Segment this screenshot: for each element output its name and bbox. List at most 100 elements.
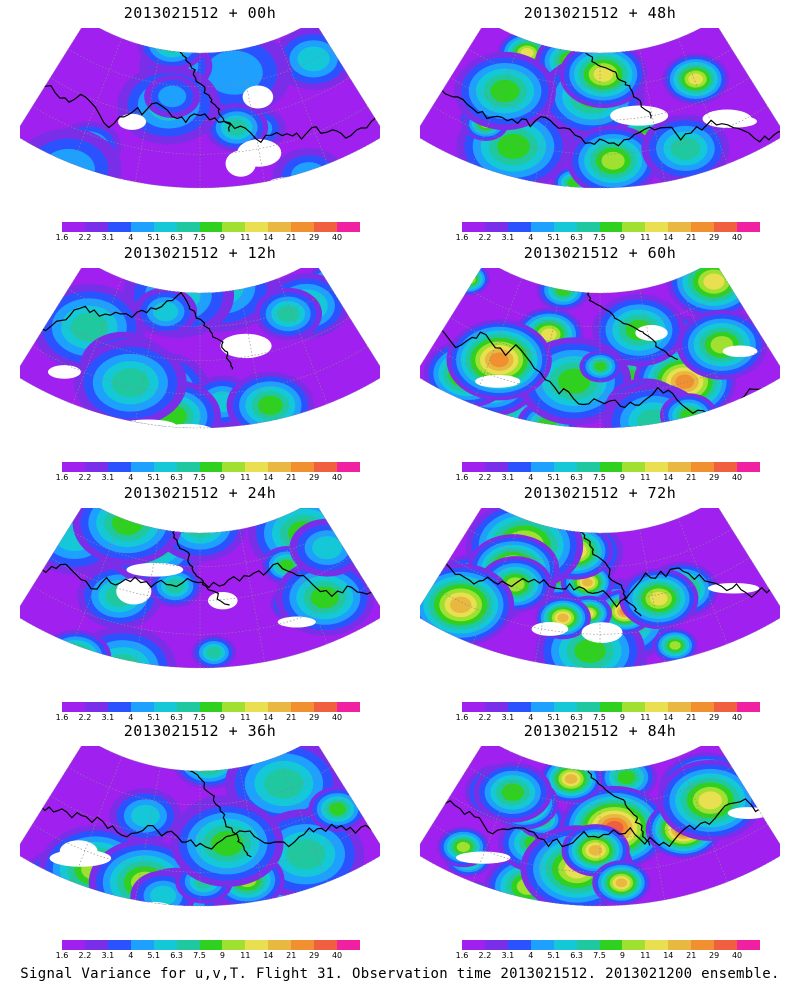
colorbar-swatch — [245, 702, 269, 712]
map-outline — [420, 746, 780, 907]
variance-map — [420, 28, 780, 189]
colorbar-labels: 1.6 2.2 3.1 4 5.1 6.3 7.5 9 11 14 21 29 40 — [56, 951, 360, 963]
map-outline — [420, 28, 780, 189]
colorbar-tick-label: 6.3 — [570, 713, 583, 722]
colorbar-tick-label: 14 — [263, 473, 274, 482]
panel-title: 2013021512 + 12h — [123, 244, 277, 262]
colorbar-swatch — [530, 702, 554, 712]
panel-title: 2013021512 + 84h — [523, 722, 677, 740]
panel-title: 2013021512 + 72h — [523, 484, 677, 502]
colorbar-tick-label: 5.1 — [147, 233, 161, 242]
colorbar-tick-label: 1.6 — [55, 951, 69, 960]
colorbar-labels: 1.6 2.2 3.1 4 5.1 6.3 7.5 9 11 14 21 29 40 — [56, 713, 360, 725]
colorbar-tick-label: 21 — [686, 713, 697, 722]
colorbar-swatch — [714, 702, 738, 712]
colorbar-swatch — [199, 222, 223, 232]
colorbar-tick-label: 11 — [240, 951, 251, 960]
colorbar-tick-label: 1.6 — [455, 473, 469, 482]
panel-title: 2013021512 + 60h — [523, 244, 677, 262]
colorbar-tick-label: 3.1 — [501, 713, 515, 722]
variance-field — [20, 508, 380, 668]
colorbar-swatch — [507, 940, 531, 950]
colorbar-swatch — [84, 222, 108, 232]
colorbar-swatch — [576, 222, 600, 232]
colorbar-tick-label: 2.2 — [78, 713, 92, 722]
colorbar-swatch — [484, 222, 508, 232]
colorbar-tick-label: 14 — [263, 951, 274, 960]
colorbar-swatch — [268, 940, 292, 950]
variance-map — [20, 746, 380, 907]
colorbar-tick-label: 9 — [219, 951, 225, 960]
colorbar-swatch — [645, 222, 669, 232]
variance-field — [420, 508, 780, 668]
colorbar-swatch — [530, 462, 554, 472]
colorbar-tick-label: 6.3 — [570, 233, 583, 242]
colorbar-labels: 1.6 2.2 3.1 4 5.1 6.3 7.5 9 11 14 21 29 40 — [456, 713, 760, 725]
colorbar-tick-label: 3.1 — [501, 951, 515, 960]
colorbar-tick-label: 40 — [331, 951, 343, 960]
colorbar-swatch — [199, 702, 223, 712]
colorbar-tick-label: 9 — [219, 713, 225, 722]
colorbar-swatch — [176, 940, 200, 950]
colorbar-tick-label: 5.1 — [547, 473, 561, 482]
colorbar-tick-label: 4 — [528, 713, 534, 722]
colorbar-swatch — [62, 702, 85, 712]
colorbar-tick-label: 40 — [331, 233, 343, 242]
colorbar-swatch — [622, 940, 646, 950]
colorbar-tick-label: 1.6 — [55, 233, 69, 242]
variance-field — [420, 268, 780, 428]
colorbar-tick-label: 7.5 — [593, 951, 606, 960]
colorbar-tick-label: 9 — [619, 473, 625, 482]
colorbar-swatch — [599, 702, 623, 712]
colorbar-swatch — [714, 940, 738, 950]
colorbar-swatch — [668, 462, 692, 472]
colorbar-swatch — [337, 462, 360, 472]
panel-title: 2013021512 + 00h — [123, 4, 277, 22]
colorbar-tick-label: 4 — [128, 951, 134, 960]
colorbar-swatch — [222, 222, 246, 232]
colorbar-swatch — [553, 462, 577, 472]
colorbar-tick-label: 3.1 — [501, 473, 515, 482]
forecast-panel: 2013021512 + 36h 1.6 2.2 3.1 4 5.1 6.3 7.5 9 11 14… — [20, 718, 380, 960]
colorbar — [62, 222, 360, 232]
colorbar-swatch — [84, 702, 108, 712]
colorbar-swatch — [484, 940, 508, 950]
colorbar-tick-label: 6.3 — [170, 951, 183, 960]
colorbar-tick-label: 7.5 — [193, 951, 206, 960]
colorbar-tick-label: 6.3 — [570, 473, 583, 482]
forecast-panel: 2013021512 + 24h 1.6 2.2 3.1 4 5.1 6.3 7.5 9 11 14… — [20, 480, 380, 722]
colorbar-swatch — [599, 222, 623, 232]
colorbar-swatch — [199, 462, 223, 472]
colorbar-swatch — [84, 940, 108, 950]
colorbar-swatch — [691, 940, 715, 950]
variance-field — [20, 268, 380, 428]
colorbar-tick-label: 5.1 — [547, 951, 561, 960]
colorbar-swatch — [462, 462, 485, 472]
colorbar-swatch — [462, 940, 485, 950]
colorbar-tick-label: 40 — [731, 233, 743, 242]
colorbar-swatch — [245, 940, 269, 950]
colorbar-swatch — [107, 222, 131, 232]
colorbar-swatch — [314, 462, 338, 472]
colorbar-tick-label: 9 — [219, 473, 225, 482]
colorbar — [462, 462, 760, 472]
colorbar-swatch — [599, 940, 623, 950]
colorbar-swatch — [222, 462, 246, 472]
variance-field — [420, 28, 780, 188]
colorbar-tick-label: 14 — [263, 713, 274, 722]
forecast-panel: 2013021512 + 12h 1.6 2.2 3.1 4 5.1 6.3 7.5 9 11 14… — [20, 240, 380, 482]
colorbar-tick-label: 1.6 — [455, 233, 469, 242]
colorbar-tick-label: 9 — [219, 233, 225, 242]
colorbar-tick-label: 3.1 — [101, 713, 115, 722]
forecast-panel: 2013021512 + 60h 1.6 2.2 3.1 4 5.1 6.3 7.5 9 11 14… — [420, 240, 780, 482]
colorbar-tick-label: 14 — [663, 951, 674, 960]
colorbar-swatch — [268, 222, 292, 232]
colorbar — [462, 702, 760, 712]
colorbar-tick-label: 21 — [686, 951, 697, 960]
colorbar-swatch — [268, 462, 292, 472]
colorbar-swatch — [337, 702, 360, 712]
colorbar-tick-label: 21 — [286, 473, 297, 482]
variance-map — [420, 508, 780, 669]
colorbar-swatch — [645, 462, 669, 472]
colorbar-tick-label: 7.5 — [593, 473, 606, 482]
